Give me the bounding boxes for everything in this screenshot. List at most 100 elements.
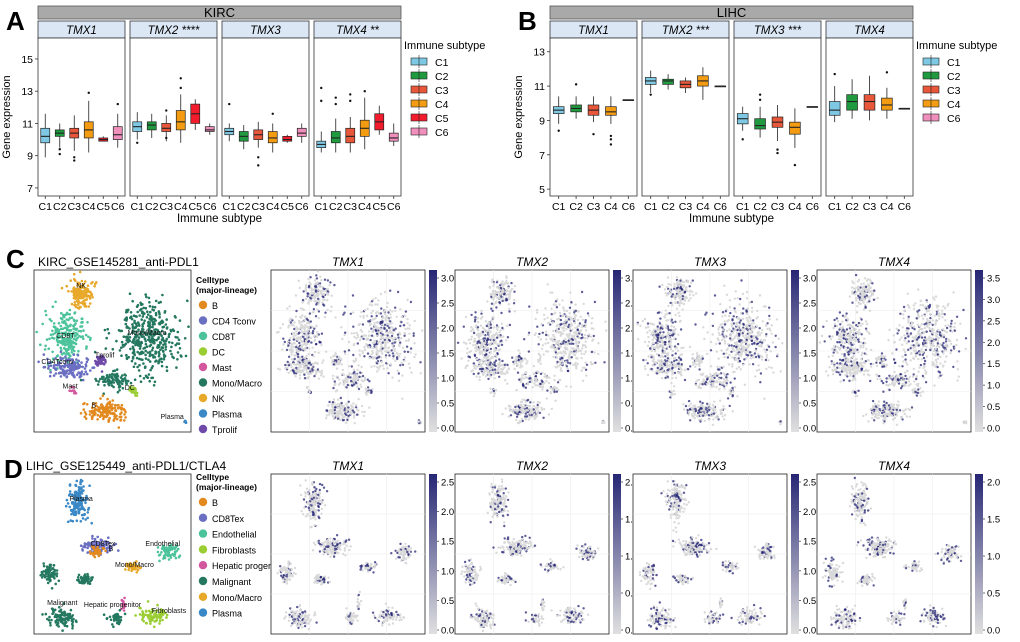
expr-point — [340, 363, 343, 366]
box-C5 — [282, 135, 293, 142]
expr-point — [312, 308, 316, 311]
box-outlier — [793, 163, 797, 167]
expr-point — [574, 361, 577, 365]
cell-point — [58, 339, 61, 343]
expr-point — [492, 291, 495, 295]
expr-point — [474, 318, 477, 321]
expr-point — [515, 418, 518, 421]
expr-point — [492, 371, 495, 375]
cell-point — [72, 272, 76, 276]
cell-point — [129, 347, 132, 351]
expr-point — [565, 327, 568, 331]
cell-point — [89, 369, 92, 372]
expr-point — [678, 296, 681, 300]
expr-point — [569, 291, 572, 294]
expr-point — [380, 346, 383, 349]
expr-point — [300, 369, 303, 372]
expr-point — [336, 363, 340, 366]
cell-point — [172, 329, 176, 333]
expr-point — [301, 355, 304, 358]
expr-point — [334, 316, 337, 319]
expr-point — [678, 320, 682, 323]
cell-point — [88, 302, 92, 305]
expr-point — [328, 413, 331, 416]
expr-point — [518, 352, 522, 355]
expr-point — [375, 351, 378, 354]
expr-point — [371, 298, 375, 301]
cell-point — [67, 348, 70, 352]
expr-point — [295, 309, 298, 313]
expr-point — [502, 367, 505, 370]
cell-point — [142, 377, 146, 380]
expr-point — [483, 371, 486, 374]
expr-point — [302, 363, 306, 366]
expr-point — [666, 375, 669, 378]
expr-point — [671, 371, 674, 374]
expr-point — [546, 376, 549, 379]
feature-gene-title: TMX3 — [694, 255, 726, 269]
expr-point — [692, 357, 695, 360]
expr-point — [777, 337, 780, 340]
x-tick-label: C6 — [295, 201, 309, 213]
expr-point — [294, 354, 297, 357]
expr-point — [377, 299, 380, 302]
expr-point — [532, 404, 536, 408]
expr-point — [663, 340, 666, 344]
expr-point — [584, 340, 587, 343]
cell-point — [51, 329, 54, 333]
cell-point — [64, 321, 67, 324]
expr-point — [757, 364, 760, 367]
cell-point — [154, 311, 158, 315]
expr-point — [547, 334, 550, 337]
expr-point — [561, 299, 564, 302]
expr-point — [603, 361, 606, 364]
expr-point — [504, 379, 507, 382]
expr-point — [282, 337, 285, 340]
expr-point — [471, 328, 475, 331]
expr-point — [501, 363, 504, 367]
expr-point — [490, 302, 494, 305]
expr-point — [519, 366, 522, 369]
expr-point — [486, 369, 489, 372]
expr-point — [743, 383, 746, 386]
expr-point — [541, 388, 544, 391]
expr-point — [341, 419, 345, 422]
expr-point — [498, 343, 501, 346]
cell-point — [76, 289, 80, 293]
cell-point — [83, 293, 86, 296]
expr-point — [672, 333, 675, 336]
cell-point — [158, 341, 162, 344]
cell-point — [160, 360, 164, 364]
expr-point — [391, 310, 394, 313]
expr-point — [315, 303, 318, 306]
expr-point — [379, 356, 383, 359]
expr-point — [319, 285, 322, 289]
cell-point — [52, 322, 56, 325]
expr-point — [489, 367, 492, 370]
celltype-legend-label: CD8T — [212, 332, 236, 342]
expr-point — [570, 337, 573, 341]
expr-point — [370, 390, 373, 393]
expr-point — [301, 320, 304, 323]
expr-point — [349, 412, 352, 415]
expr-point — [667, 304, 670, 308]
cell-point — [176, 351, 180, 354]
cell-point — [41, 322, 44, 326]
expr-point — [314, 315, 318, 318]
legend-label-C6: C6 — [435, 127, 449, 139]
expr-point — [518, 420, 521, 423]
cell-point — [164, 345, 168, 349]
expr-point — [488, 363, 491, 366]
cell-point — [49, 368, 52, 372]
expr-point — [333, 383, 336, 387]
cell-point — [72, 345, 76, 349]
expr-point — [586, 336, 589, 340]
box-C2 — [846, 94, 858, 111]
cell-point — [52, 374, 56, 377]
expr-point — [478, 341, 482, 344]
expr-point — [480, 312, 483, 315]
expr-point — [591, 338, 595, 341]
box-C4 — [789, 121, 801, 135]
expr-point — [559, 358, 562, 361]
cell-point — [91, 296, 94, 299]
